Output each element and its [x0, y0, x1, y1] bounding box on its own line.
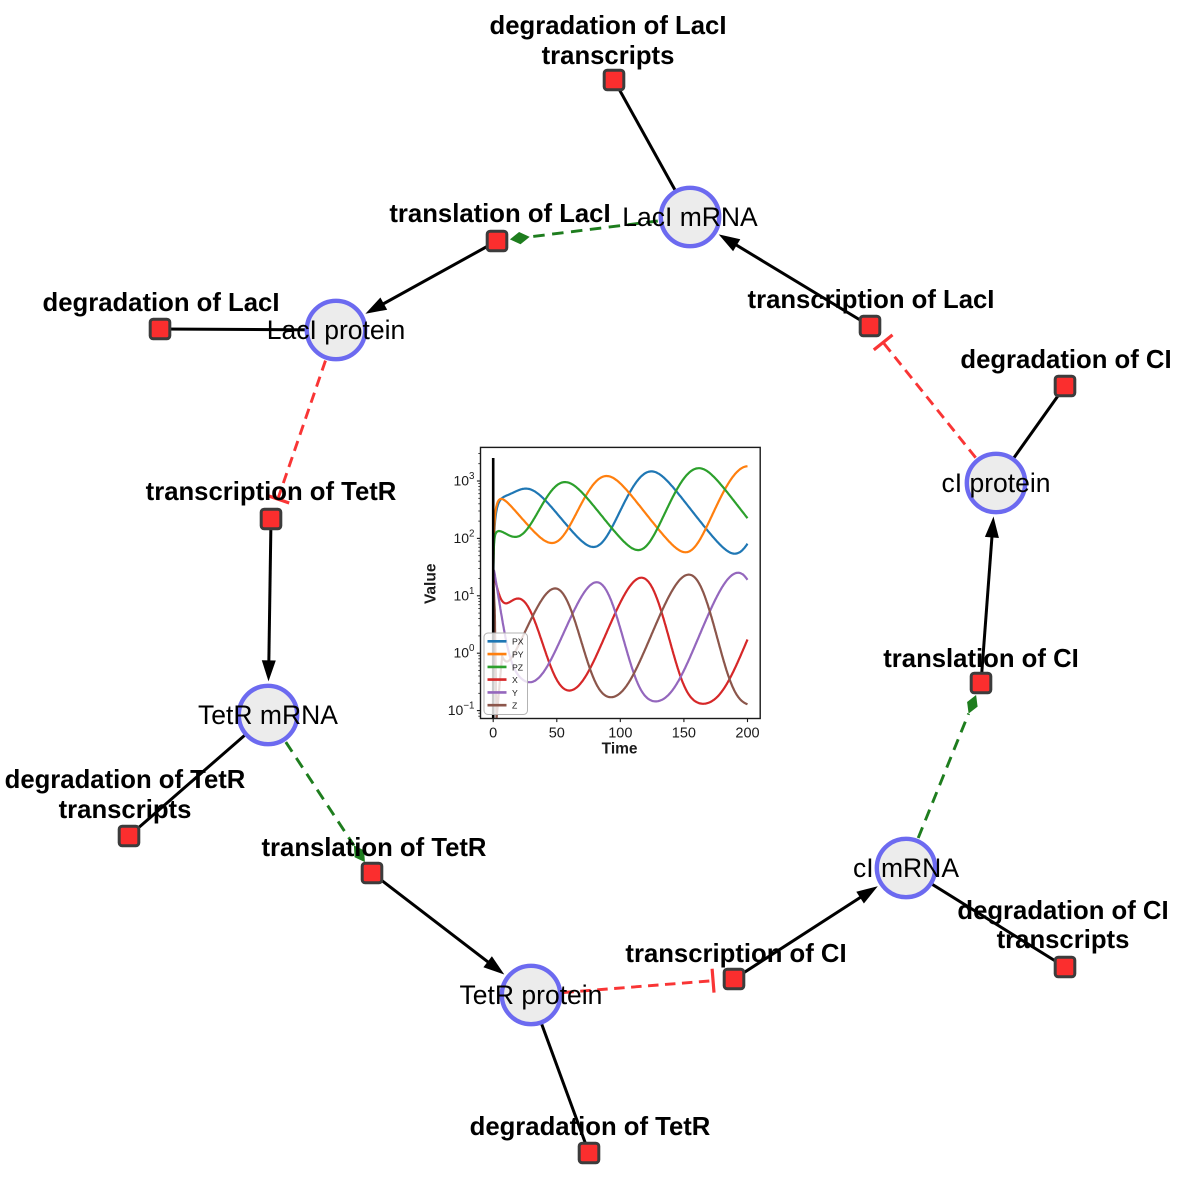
svg-text:cI protein: cI protein — [941, 468, 1050, 498]
svg-text:TetR protein: TetR protein — [460, 980, 603, 1010]
svg-text:transcription of LacI: transcription of LacI — [748, 286, 995, 314]
svg-text:Time: Time — [602, 741, 638, 758]
svg-text:degradation of LacI: degradation of LacI — [43, 289, 280, 317]
svg-text:transcripts: transcripts — [542, 42, 675, 70]
svg-text:translation of LacI: translation of LacI — [389, 200, 610, 228]
svg-text:transcripts: transcripts — [997, 926, 1130, 954]
svg-text:degradation of TetR: degradation of TetR — [5, 766, 246, 794]
svg-text:50: 50 — [549, 726, 565, 742]
svg-text:degradation of CI: degradation of CI — [957, 897, 1168, 925]
svg-text:LacI mRNA: LacI mRNA — [622, 202, 758, 232]
svg-text:X: X — [512, 675, 518, 685]
svg-text:degradation of LacI: degradation of LacI — [490, 12, 727, 40]
svg-text:PY: PY — [512, 650, 524, 660]
svg-text:cI mRNA: cI mRNA — [853, 853, 959, 883]
svg-text:100: 100 — [608, 726, 632, 742]
svg-text:Z: Z — [512, 701, 518, 711]
svg-text:200: 200 — [735, 726, 759, 742]
svg-text:PZ: PZ — [512, 662, 524, 672]
svg-text:150: 150 — [672, 726, 696, 742]
svg-text:Y: Y — [512, 688, 518, 698]
svg-text:transcription of TetR: transcription of TetR — [146, 478, 397, 506]
svg-text:Value: Value — [423, 563, 440, 604]
svg-text:degradation of CI: degradation of CI — [960, 346, 1171, 374]
svg-text:translation of TetR: translation of TetR — [261, 834, 486, 862]
svg-text:translation of CI: translation of CI — [883, 645, 1079, 673]
svg-text:TetR mRNA: TetR mRNA — [198, 700, 338, 730]
svg-text:degradation of TetR: degradation of TetR — [470, 1113, 711, 1141]
svg-text:0: 0 — [489, 726, 497, 742]
svg-text:transcripts: transcripts — [59, 796, 192, 824]
svg-text:transcription of CI: transcription of CI — [625, 940, 846, 968]
svg-text:PX: PX — [512, 637, 524, 647]
svg-text:LacI protein: LacI protein — [267, 315, 405, 345]
